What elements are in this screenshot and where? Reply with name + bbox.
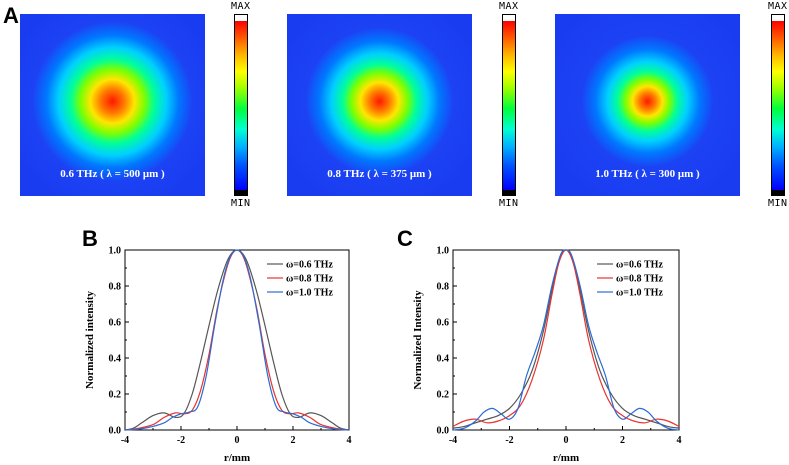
y-tick-label: 0.4 — [437, 354, 450, 365]
y-tick-label: 0.2 — [109, 390, 122, 401]
field-map-0-6thz: 0.6 THz ( λ = 500 μm ) — [20, 14, 205, 196]
y-tick-label: 1.0 — [437, 246, 450, 257]
field-map-0-8thz: 0.8 THz ( λ = 375 μm ) — [287, 14, 472, 196]
y-tick-label: 0.8 — [437, 282, 450, 293]
colorbar-max-label: MAX — [231, 1, 251, 12]
x-axis-label: r/mm — [224, 452, 250, 464]
field-map-label: 1.0 THz ( λ = 300 μm ) — [595, 168, 700, 180]
y-tick-label: 0.4 — [109, 354, 122, 365]
field-map-label: 0.6 THz ( λ = 500 μm ) — [60, 168, 165, 180]
x-tick-label: 4 — [347, 435, 352, 446]
field-map-label: 0.8 THz ( λ = 375 μm ) — [327, 168, 432, 180]
x-axis-label: r/mm — [553, 452, 579, 464]
legend-label: ω=1.0 THz — [286, 288, 333, 299]
colorbar-2 — [502, 14, 516, 196]
panel-letter-a: A — [3, 3, 19, 28]
x-tick-label: 0 — [235, 435, 240, 446]
legend-label: ω=0.6 THz — [616, 260, 663, 271]
x-tick-label: 2 — [620, 435, 625, 446]
y-tick-label: 0.6 — [109, 318, 122, 329]
panel-letter-c: C — [397, 226, 413, 251]
panel-letter-b: B — [82, 226, 98, 251]
colorbar-3 — [771, 14, 785, 196]
colorbar-gradient — [772, 21, 784, 190]
y-tick-label: 0.0 — [109, 426, 122, 437]
field-map-1-0thz: 1.0 THz ( λ = 300 μm ) — [555, 14, 740, 196]
y-tick-label: 0.8 — [109, 282, 122, 293]
x-tick-label: -2 — [505, 435, 513, 446]
colorbar-1 — [234, 14, 248, 196]
legend-label: ω=0.6 THz — [286, 260, 333, 271]
y-tick-label: 0.6 — [437, 318, 450, 329]
legend-label: ω=1.0 THz — [616, 288, 663, 299]
legend-label: ω=0.8 THz — [616, 274, 663, 285]
y-axis-label: Normalized Intensity — [412, 290, 424, 390]
colorbar-min-label: MIN — [499, 198, 519, 209]
y-tick-label: 0.2 — [437, 390, 450, 401]
colorbar-min-cap — [235, 190, 247, 195]
series-line-2 — [124, 249, 350, 431]
colorbar-max-label: MAX — [499, 1, 519, 12]
chart-c: -4 -2 0 2 4 0.0 0.2 0.4 0.6 0.8 1.0 r/mm Normalized … — [412, 246, 682, 465]
series-line-2 — [452, 249, 680, 431]
colorbar-max-label: MAX — [768, 1, 788, 12]
colorbar-min-label: MIN — [231, 198, 251, 209]
x-tick-label: -4 — [121, 435, 129, 446]
x-tick-label: -2 — [177, 435, 185, 446]
chart-b: -4 -2 0 2 4 0.0 0.2 0.4 0.6 0.8 1.0 r/mm Normalized … — [84, 246, 352, 465]
colorbar-min-cap — [503, 190, 515, 195]
colorbar-min-label: MIN — [768, 198, 788, 209]
colorbar-gradient — [503, 21, 515, 190]
y-tick-label: 0.0 — [437, 426, 450, 437]
x-tick-label: 0 — [564, 435, 569, 446]
y-axis-label: Normalized intensity — [84, 290, 96, 389]
x-tick-label: 2 — [291, 435, 296, 446]
colorbar-min-cap — [772, 190, 784, 195]
colorbar-gradient — [235, 21, 247, 190]
x-tick-label: -4 — [449, 435, 457, 446]
legend-label: ω=0.8 THz — [286, 274, 333, 285]
x-tick-label: 4 — [677, 435, 682, 446]
y-tick-label: 1.0 — [109, 246, 122, 257]
